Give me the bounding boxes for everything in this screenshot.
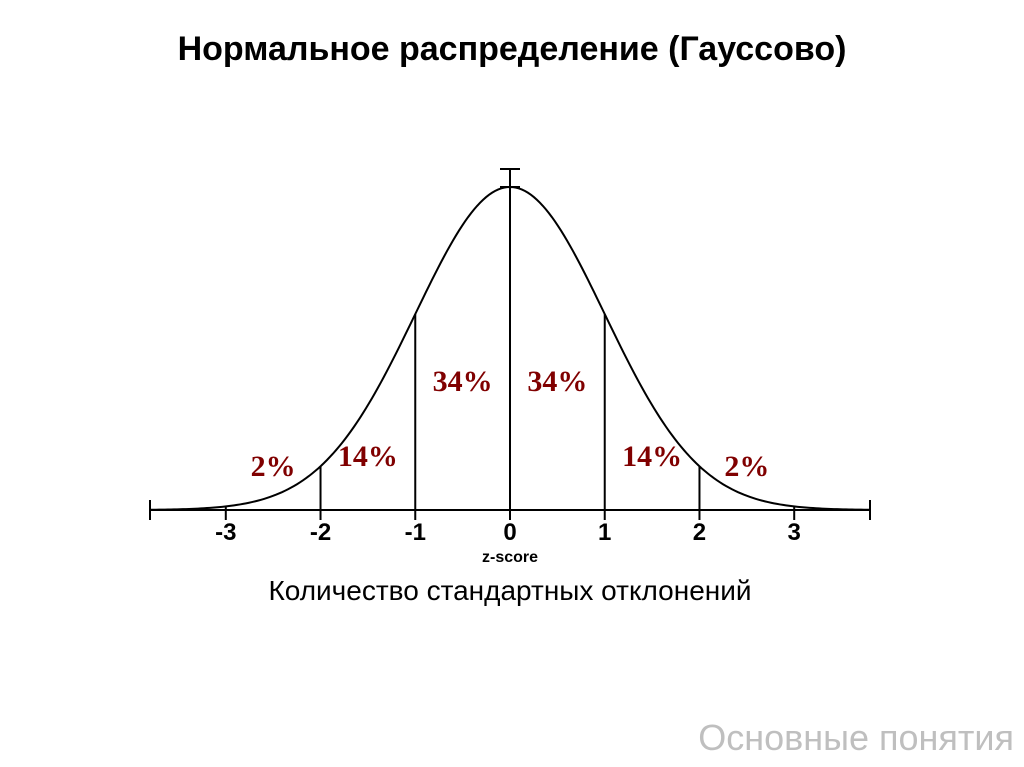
slide-title: Нормальное распределение (Гауссово) <box>0 30 1024 69</box>
region-percent-label: 34% <box>433 365 493 398</box>
x-tick-label: 3 <box>788 519 801 546</box>
x-tick-label: -2 <box>310 519 331 546</box>
x-axis-label: z-score <box>482 549 538 566</box>
normal-distribution-chart: -3 -2 -1 0 1 2 3 z-score Количество стандартных … <box>140 160 880 620</box>
region-percent-label: 14% <box>338 440 398 473</box>
region-percent-label: 14% <box>622 440 682 473</box>
region-percent-label: 2% <box>724 450 769 483</box>
region-percent-label: 34% <box>527 365 587 398</box>
footer-caption: Основные понятия <box>698 717 1014 759</box>
x-tick-label: 0 <box>503 519 516 546</box>
slide: Нормальное распределение (Гауссово) -3 -2… <box>0 0 1024 767</box>
x-tick-label: 2 <box>693 519 706 546</box>
x-tick-label: -3 <box>215 519 236 546</box>
x-tick-label: -1 <box>405 519 426 546</box>
x-tick-label: 1 <box>598 519 611 546</box>
region-percent-label: 2% <box>251 450 296 483</box>
x-axis-subtitle: Количество стандартных отклонений <box>268 575 751 606</box>
